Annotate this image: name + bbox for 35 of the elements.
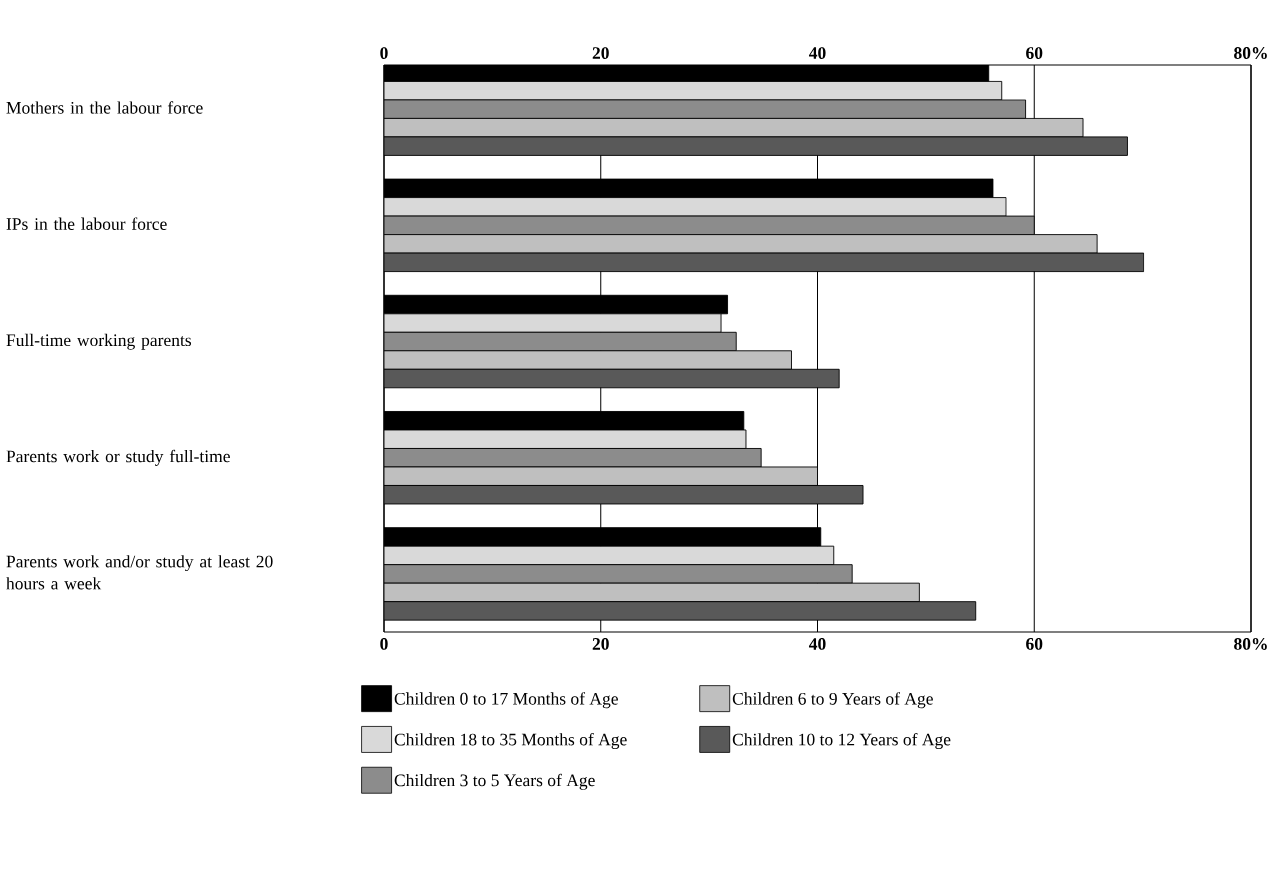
x-tick-label: 60 <box>1026 47 1043 59</box>
bar <box>384 368 840 389</box>
y-tick-label: Mothers in the labour force <box>6 101 203 114</box>
x2-tick-label: 20 <box>592 638 609 650</box>
x-tick-label: 80% <box>1234 47 1267 59</box>
y-tick-label: Parents work and/or study at least 20 hours a week <box>6 555 273 590</box>
bar <box>384 485 864 505</box>
bar <box>384 331 737 352</box>
x2-tick-label: 60 <box>1026 638 1043 650</box>
y-tick-label: Full-time working parents <box>6 333 192 350</box>
bar <box>384 99 1027 119</box>
x2-tick-label: 40 <box>808 638 826 650</box>
bar <box>384 313 722 333</box>
bar <box>384 80 1003 101</box>
bar <box>384 545 835 566</box>
bar <box>384 136 1128 156</box>
y-tick-label: IPs in the labour force <box>6 217 167 230</box>
x2-tick-label: 0 <box>380 638 388 650</box>
bar <box>384 429 747 449</box>
legend-label: Children 18 to 35 Months of Age <box>394 732 627 750</box>
x2-tick-label: 80% <box>1234 638 1267 650</box>
bar <box>384 448 762 468</box>
y-tick-label: Parents work or study full-time <box>6 449 230 466</box>
legend-label: Children 3 to 5 Years of Age <box>394 773 595 790</box>
x-tick-label: 0 <box>380 47 388 59</box>
bar <box>384 252 1145 273</box>
legend-label: Children 6 to 9 Years of Age <box>732 692 933 709</box>
x-tick-label: 40 <box>808 47 826 59</box>
legend-label: Children 10 to 12 Years of Age <box>732 732 951 750</box>
bar <box>384 564 853 584</box>
legend-label: Children 0 to 17 Months of Age <box>394 692 618 709</box>
bar <box>384 215 1035 236</box>
bar <box>384 601 977 621</box>
bar <box>384 197 1007 217</box>
x-tick-label: 20 <box>592 47 609 59</box>
